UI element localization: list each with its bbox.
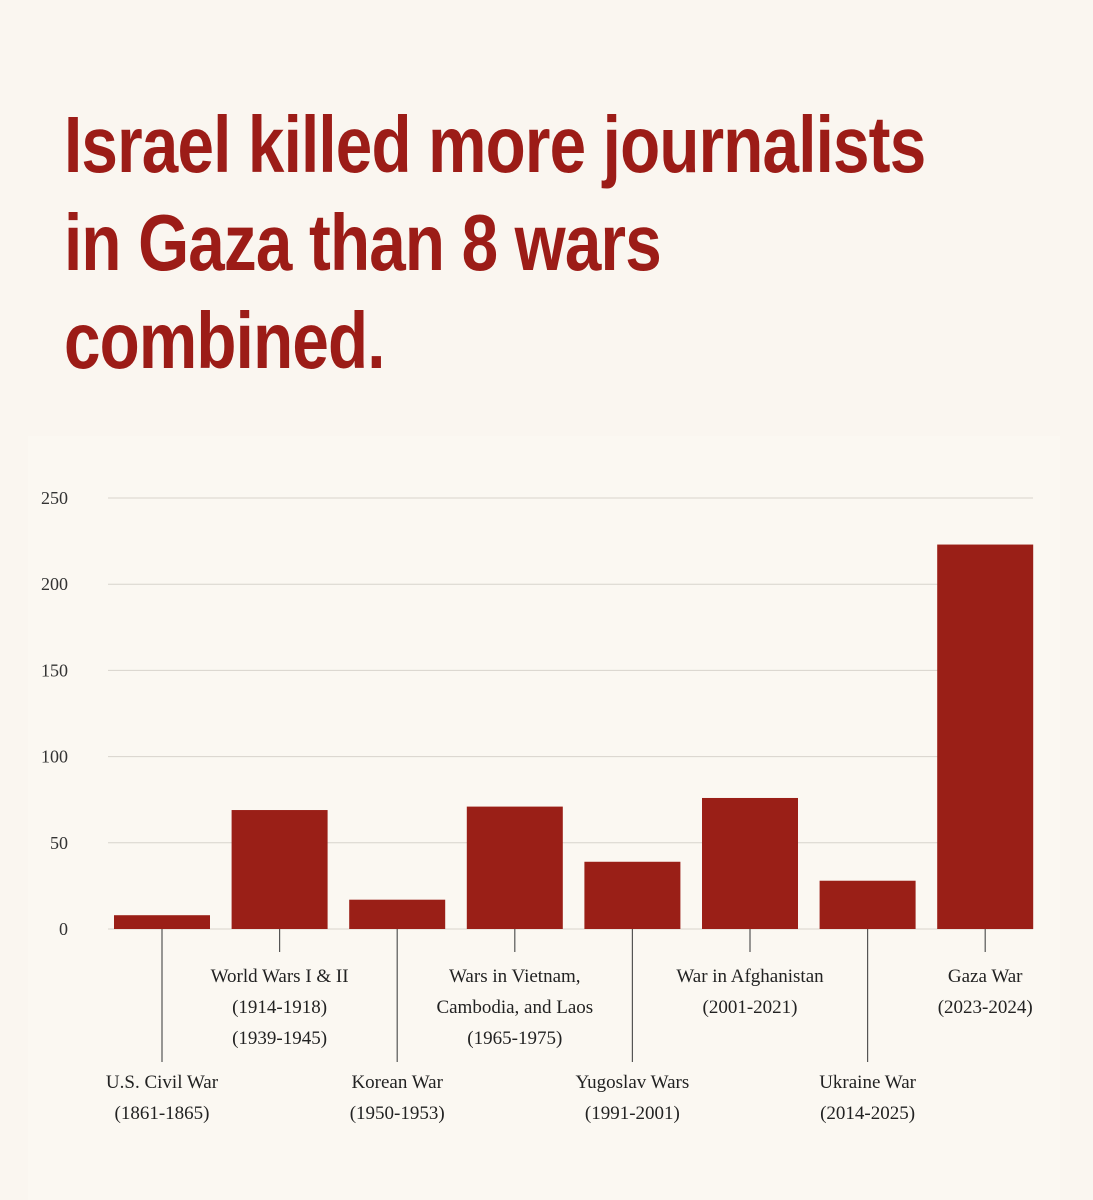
category-label-line: Cambodia, and Laos <box>436 997 593 1018</box>
category-label-line: (1939-1945) <box>232 1028 327 1049</box>
category-label-line: (1950-1953) <box>350 1103 445 1124</box>
category-label-line: (2014-2025) <box>820 1103 915 1124</box>
bar <box>231 810 328 929</box>
category-label: War in Afghanistan (2001-2021) <box>676 966 824 1018</box>
headline-line-2: in Gaza than 8 wars <box>64 198 662 287</box>
category-label-line: (2023-2024) <box>938 997 1033 1018</box>
category-label-line: Korean War <box>351 1072 443 1093</box>
category-label: Yugoslav Wars (1991-2001) <box>576 1072 690 1124</box>
y-tick-label: 200 <box>41 574 68 594</box>
bar <box>114 915 210 929</box>
y-tick-label: 0 <box>59 919 68 939</box>
leader-lines <box>161 929 986 1062</box>
bars <box>114 544 1034 929</box>
y-tick-label: 50 <box>50 833 68 853</box>
headline-line-1: Israel killed more journalists <box>64 100 926 189</box>
category-label: Korean War (1950-1953) <box>350 1072 445 1124</box>
category-labels: U.S. Civil War (1861-1865) World Wars I & … <box>106 966 1033 1124</box>
headline: Israel killed more journalists in Gaza t… <box>64 96 926 390</box>
category-label: Ukraine War (2014-2025) <box>819 1072 916 1124</box>
y-tick-label: 150 <box>41 660 68 680</box>
bar <box>466 806 563 929</box>
category-label: U.S. Civil War (1861-1865) <box>106 1072 219 1124</box>
y-tick-label: 250 <box>41 488 68 508</box>
category-label-line: Ukraine War <box>819 1072 916 1093</box>
category-label-line: (1965-1975) <box>467 1028 562 1049</box>
category-label-line: (1861-1865) <box>115 1103 210 1124</box>
bar <box>819 880 916 929</box>
category-label-line: U.S. Civil War <box>106 1072 219 1093</box>
category-label-line: Gaza War <box>948 966 1023 987</box>
category-label-line: (1914-1918) <box>232 997 327 1018</box>
category-label-line: Yugoslav Wars <box>576 1072 690 1093</box>
category-label-line: War in Afghanistan <box>676 966 824 987</box>
category-label: World Wars I & II (1914-1918) (1939-1945) <box>211 966 349 1049</box>
bar <box>702 797 798 929</box>
bar <box>584 861 681 929</box>
bar-chart: 0 50 100 150 200 250 U.S. Civil War (1861-1865… <box>41 488 1034 1124</box>
category-label-line: (1991-2001) <box>585 1103 680 1124</box>
y-axis-tick-labels: 0 50 100 150 200 250 <box>41 488 68 939</box>
category-label-line: Wars in Vietnam, <box>449 966 581 987</box>
category-label: Wars in Vietnam, Cambodia, and Laos (1965-… <box>436 966 593 1049</box>
category-label-line: World Wars I & II <box>211 966 349 987</box>
chart-panel: 0 50 100 150 200 250 U.S. Civil War (1861-1865… <box>28 436 1060 1200</box>
bar <box>349 899 446 929</box>
bar <box>937 544 1034 929</box>
category-label-line: (2001-2021) <box>703 997 798 1018</box>
headline-line-3: combined. <box>64 296 385 385</box>
y-tick-label: 100 <box>41 747 68 767</box>
category-label: Gaza War (2023-2024) <box>938 966 1033 1018</box>
